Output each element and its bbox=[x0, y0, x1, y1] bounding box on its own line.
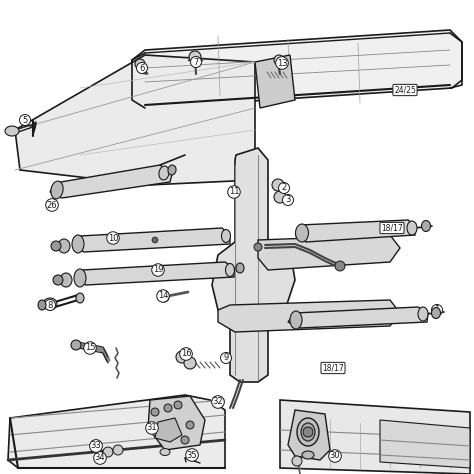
Text: 7: 7 bbox=[193, 57, 199, 66]
Text: 16: 16 bbox=[181, 349, 191, 358]
Ellipse shape bbox=[221, 229, 230, 243]
Circle shape bbox=[274, 191, 286, 203]
Text: 8: 8 bbox=[47, 301, 53, 310]
Circle shape bbox=[189, 51, 201, 63]
Circle shape bbox=[303, 427, 313, 437]
Circle shape bbox=[53, 275, 63, 285]
Polygon shape bbox=[288, 410, 330, 460]
Text: 32: 32 bbox=[213, 398, 223, 407]
Circle shape bbox=[186, 421, 194, 429]
Text: 19: 19 bbox=[153, 265, 163, 274]
Polygon shape bbox=[380, 420, 470, 468]
Ellipse shape bbox=[60, 273, 72, 287]
Circle shape bbox=[254, 243, 262, 251]
Ellipse shape bbox=[76, 293, 84, 303]
Circle shape bbox=[159, 292, 169, 302]
Polygon shape bbox=[74, 228, 230, 252]
Ellipse shape bbox=[168, 165, 176, 175]
Ellipse shape bbox=[51, 181, 63, 199]
Ellipse shape bbox=[431, 308, 440, 319]
Ellipse shape bbox=[407, 221, 417, 235]
Circle shape bbox=[174, 401, 182, 409]
Circle shape bbox=[151, 408, 159, 416]
Polygon shape bbox=[50, 165, 172, 198]
Ellipse shape bbox=[301, 423, 315, 441]
Ellipse shape bbox=[38, 300, 46, 310]
Text: 13: 13 bbox=[277, 58, 287, 67]
Ellipse shape bbox=[43, 298, 57, 310]
Polygon shape bbox=[132, 30, 462, 108]
Ellipse shape bbox=[297, 418, 319, 446]
Polygon shape bbox=[155, 418, 182, 442]
Text: 33: 33 bbox=[91, 441, 101, 450]
Circle shape bbox=[176, 351, 188, 363]
Text: 18/17: 18/17 bbox=[322, 364, 344, 373]
Circle shape bbox=[71, 340, 81, 350]
Ellipse shape bbox=[160, 448, 170, 456]
Text: 14: 14 bbox=[158, 292, 168, 301]
Text: 6: 6 bbox=[139, 64, 145, 73]
Polygon shape bbox=[148, 396, 205, 450]
Ellipse shape bbox=[159, 166, 169, 180]
Text: 30: 30 bbox=[330, 452, 340, 461]
Text: 35: 35 bbox=[187, 450, 197, 459]
Circle shape bbox=[184, 357, 196, 369]
Circle shape bbox=[103, 447, 113, 457]
Text: 2: 2 bbox=[282, 183, 287, 192]
Ellipse shape bbox=[421, 220, 430, 231]
Text: 24/25: 24/25 bbox=[394, 85, 416, 94]
Ellipse shape bbox=[295, 224, 309, 242]
Text: 5: 5 bbox=[22, 116, 27, 125]
Ellipse shape bbox=[302, 451, 314, 459]
Circle shape bbox=[135, 59, 145, 69]
Circle shape bbox=[181, 436, 189, 444]
Text: 26: 26 bbox=[46, 201, 57, 210]
Polygon shape bbox=[76, 262, 234, 285]
Circle shape bbox=[335, 261, 345, 271]
Ellipse shape bbox=[58, 239, 70, 253]
Ellipse shape bbox=[290, 311, 302, 329]
Polygon shape bbox=[258, 235, 400, 270]
Text: 15: 15 bbox=[85, 344, 95, 353]
Polygon shape bbox=[288, 307, 428, 328]
Text: 3: 3 bbox=[285, 195, 291, 204]
Polygon shape bbox=[280, 400, 470, 474]
Text: 11: 11 bbox=[229, 188, 239, 197]
Ellipse shape bbox=[236, 263, 244, 273]
Circle shape bbox=[113, 445, 123, 455]
Circle shape bbox=[152, 237, 158, 243]
Text: 31: 31 bbox=[146, 423, 157, 432]
Text: 18/17: 18/17 bbox=[381, 224, 403, 233]
Text: 10: 10 bbox=[108, 234, 118, 243]
Polygon shape bbox=[218, 300, 400, 332]
Circle shape bbox=[272, 179, 284, 191]
Ellipse shape bbox=[5, 126, 19, 136]
Text: 9: 9 bbox=[223, 354, 228, 363]
Polygon shape bbox=[15, 55, 255, 185]
Polygon shape bbox=[296, 220, 416, 242]
Text: 34: 34 bbox=[95, 454, 105, 463]
Circle shape bbox=[292, 456, 302, 466]
Ellipse shape bbox=[72, 235, 84, 253]
Circle shape bbox=[51, 241, 61, 251]
Ellipse shape bbox=[418, 307, 428, 321]
Polygon shape bbox=[8, 395, 225, 468]
Polygon shape bbox=[255, 55, 295, 108]
Text: 1: 1 bbox=[434, 306, 439, 315]
Polygon shape bbox=[212, 148, 295, 382]
Circle shape bbox=[274, 55, 284, 65]
Ellipse shape bbox=[226, 264, 235, 276]
Ellipse shape bbox=[74, 269, 86, 287]
Circle shape bbox=[164, 404, 172, 412]
